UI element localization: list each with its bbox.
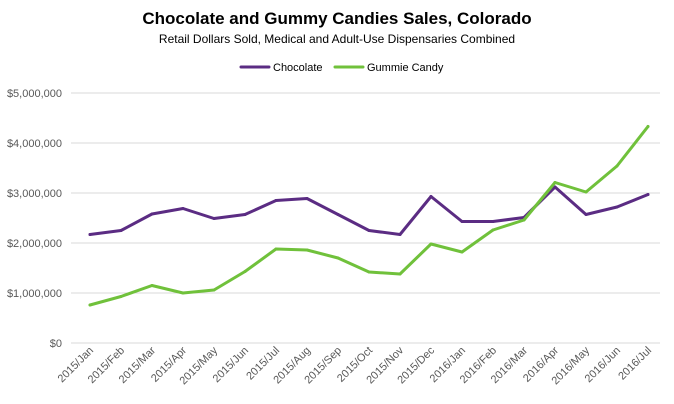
y-tick-label: $4,000,000 [7,138,62,150]
gridlines [71,92,660,294]
y-tick-label: $3,000,000 [7,188,62,200]
data-point [150,284,154,287]
data-point [398,272,402,276]
y-tick-label: $0 [50,338,62,350]
x-tick-label: 2016/Jul [616,345,654,383]
data-point [429,195,433,198]
y-tick-label: $1,000,000 [7,288,62,300]
data-point [88,303,92,307]
data-point [584,213,588,216]
y-tick-label: $5,000,000 [7,88,62,100]
data-point [398,233,402,236]
data-point [212,217,216,220]
data-point [305,248,309,252]
data-point [615,205,619,209]
legend-label: Chocolate [273,62,323,74]
y-tick-labels: $0 $1,000,000 $2,000,000 $3,000,000 $4,000,0… [7,88,62,350]
data-point [336,213,340,216]
data-point [119,295,123,298]
data-point [367,229,371,232]
data-point [336,256,340,260]
data-point [491,220,495,223]
y-tick-label: $2,000,000 [7,238,62,250]
data-point [615,164,619,168]
series-line-gummie-candy [88,125,650,307]
data-point [429,242,433,246]
x-tick-labels: 2015/Jan2015/Feb2015/Mar2015/Apr2015/May… [56,344,654,387]
data-point [553,181,557,184]
chart-subtitle: Retail Dollars Sold, Medical and Adult-U… [158,32,516,46]
series-lines [88,125,650,307]
data-point [150,212,154,216]
data-point [119,229,123,232]
data-point [491,228,495,232]
data-point [243,213,247,216]
data-point [274,199,278,202]
data-point [181,207,185,210]
data-point [88,233,92,236]
data-point [584,190,588,194]
legend-label: Gummie Candy [367,62,444,74]
data-point [305,197,309,200]
data-point [460,220,464,223]
data-point [274,247,278,251]
data-point [181,291,185,295]
data-point [460,250,464,254]
data-point [553,185,557,189]
data-point [243,270,247,273]
series-line-chocolate [88,185,650,236]
data-point [646,125,650,128]
data-point [367,270,371,274]
legend: Chocolate Gummie Candy [239,62,444,74]
chart-title: Chocolate and Gummy Candies Sales, Color… [142,9,532,28]
data-point [522,218,526,222]
data-point [646,193,650,196]
data-point [212,288,216,292]
